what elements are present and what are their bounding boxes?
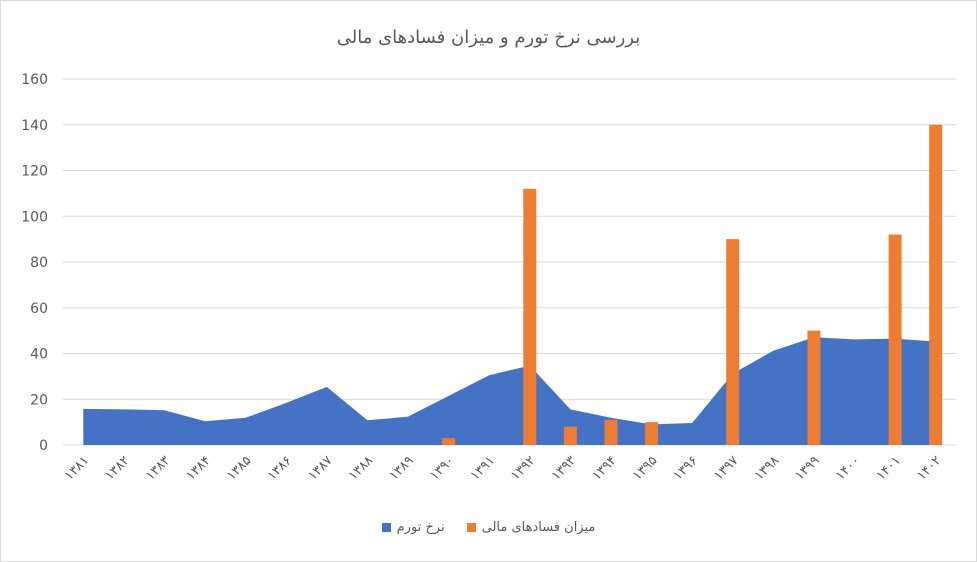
legend-item-corruption: میزان فسادهای مالی (466, 520, 596, 535)
y-tick-label: 0 (39, 438, 48, 454)
y-tick-label: 80 (30, 255, 48, 271)
bar (726, 239, 740, 445)
legend-swatch-corruption (466, 523, 476, 532)
x-tick-label: ۱۳۸۳ (143, 453, 173, 483)
y-tick-label: 60 (30, 301, 48, 317)
y-tick-label: 100 (21, 209, 48, 225)
legend-label-corruption: میزان فسادهای مالی (481, 520, 596, 535)
x-tick-label: ۱۳۹۷ (711, 453, 741, 483)
x-tick-label: ۱۴۰۱ (874, 453, 904, 483)
bar-series-group (442, 124, 943, 446)
x-tick-label: ۱۳۹۵ (630, 453, 660, 483)
bar (645, 422, 659, 445)
x-tick-label: ۱۳۸۷ (305, 453, 335, 483)
legend-label-inflation: نرخ تورم (396, 520, 445, 535)
bar (442, 438, 456, 445)
bar (523, 188, 537, 446)
bar (807, 330, 821, 445)
x-axis: ۱۳۸۱ ۱۳۸۲ ۱۳۸۳ ۱۳۸۴ ۱۳۸۵ ۱۳۸۶ ۱۳۸۷ ۱۳۸۸ ۱۳۸۹ ۱۳۹۰… (62, 453, 945, 483)
x-tick-label: ۱۳۸۲ (102, 453, 132, 483)
x-tick-label: ۱۳۹۸ (752, 453, 782, 483)
x-tick-label: ۱۳۹۳ (549, 453, 579, 483)
x-tick-label: ۱۴۰۰ (833, 453, 863, 483)
area-series-inflation (83, 337, 936, 445)
area-series-group (83, 337, 936, 445)
x-tick-label: ۱۳۸۶ (265, 453, 295, 483)
x-tick-label: ۱۴۰۲ (914, 453, 944, 483)
y-tick-label: 160 (21, 72, 48, 88)
legend-item-inflation: نرخ تورم (381, 520, 445, 535)
x-tick-label: ۱۳۹۶ (671, 453, 701, 483)
y-tick-label: 40 (30, 347, 48, 363)
y-tick-label: 20 (30, 392, 48, 408)
x-tick-label: ۱۳۹۴ (589, 453, 619, 483)
x-tick-label: ۱۳۸۱ (62, 453, 92, 483)
legend-swatch-inflation (381, 523, 391, 532)
x-tick-label: ۱۳۹۱ (468, 453, 498, 483)
bar (563, 426, 577, 445)
bar (929, 124, 943, 445)
x-tick-label: ۱۳۸۴ (184, 453, 214, 483)
x-tick-label: ۱۳۸۹ (386, 453, 416, 483)
x-tick-label: ۱۳۹۰ (427, 453, 457, 483)
y-axis: 0 20 40 60 80 100 120 140 160 (21, 72, 48, 454)
chart-title: بررسی نرخ تورم و میزان فسادهای مالی (336, 27, 641, 48)
x-tick-label: ۱۳۹۹ (792, 453, 822, 483)
legend: نرخ تورم میزان فسادهای مالی (1, 520, 976, 535)
y-tick-label: 140 (21, 118, 48, 134)
x-tick-label: ۱۳۸۸ (346, 453, 376, 483)
bar (888, 234, 902, 445)
y-tick-label: 120 (21, 164, 48, 180)
bar (604, 419, 618, 445)
x-tick-label: ۱۳۸۵ (224, 453, 254, 483)
x-tick-label: ۱۳۹۲ (508, 453, 538, 483)
